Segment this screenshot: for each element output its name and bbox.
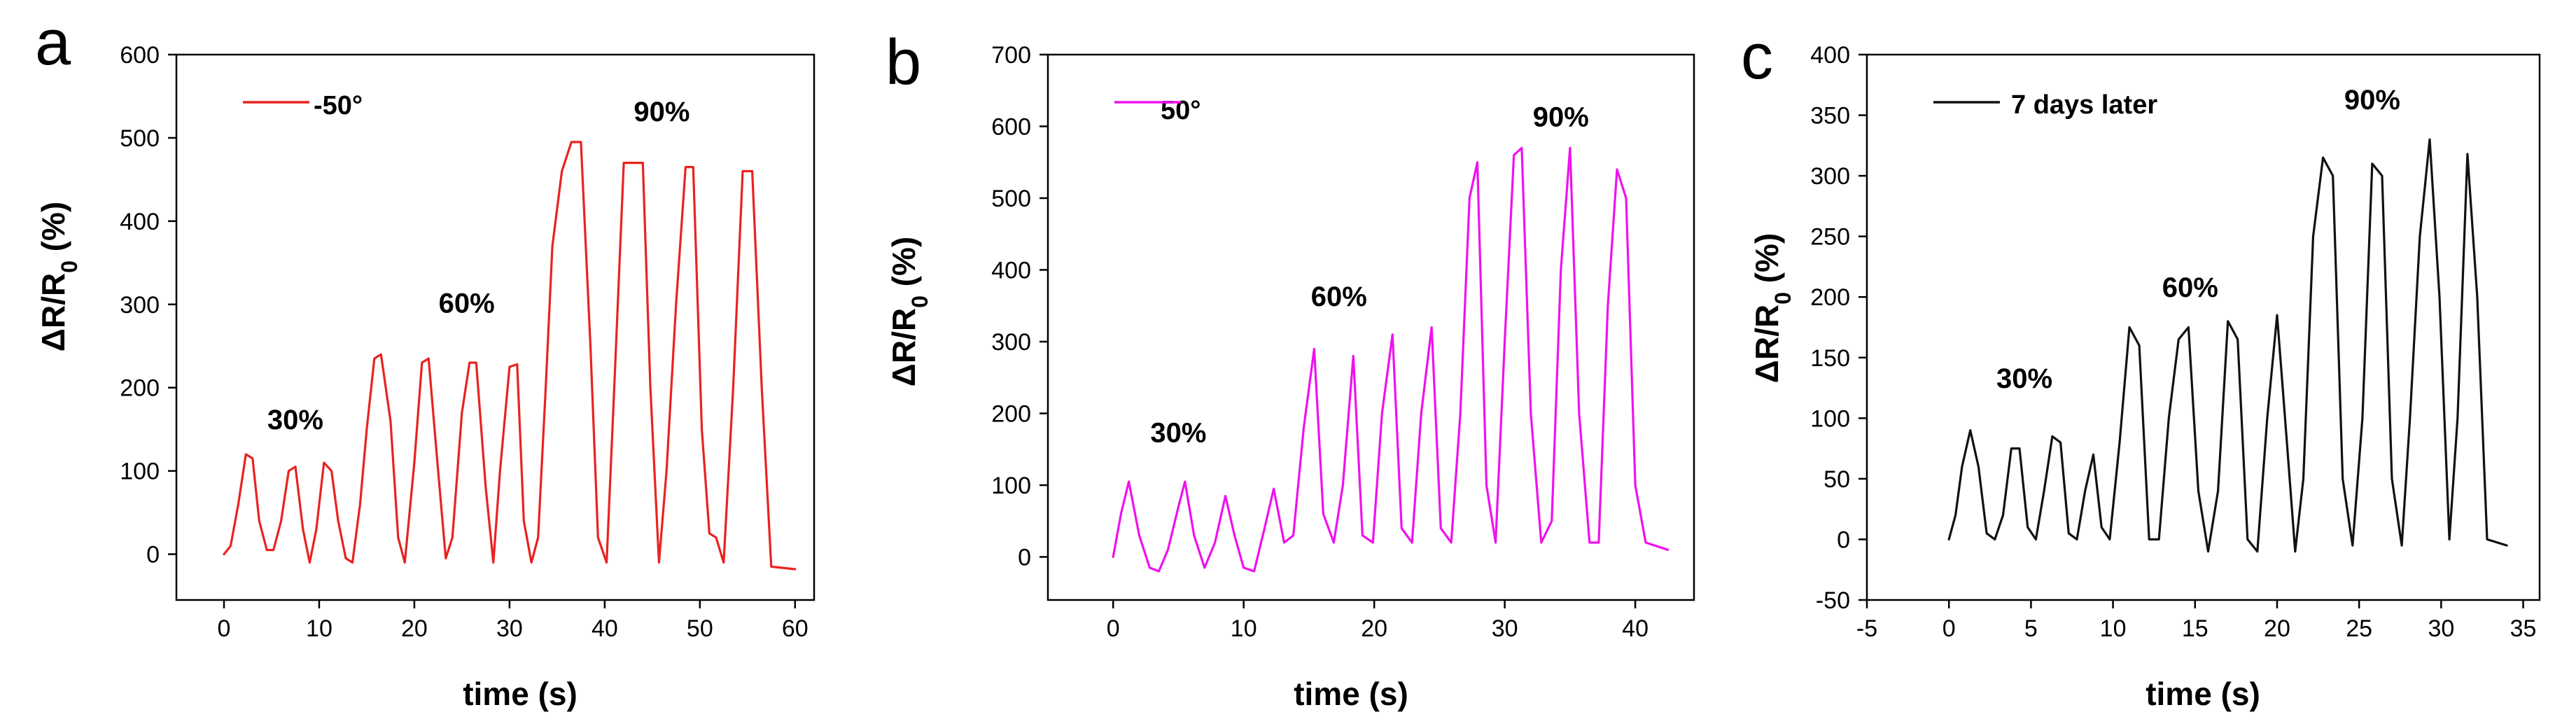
x-tick-label: 20	[401, 615, 428, 642]
annotation-label: 90%	[634, 97, 690, 127]
y-tick-label: 300	[991, 329, 1031, 356]
y-axis-title-main: ΔR/R	[35, 273, 71, 351]
x-tick-label: 0	[1107, 615, 1120, 642]
legend-label: -50°	[314, 91, 363, 120]
y-tick-label: 0	[1018, 545, 1031, 571]
y-axis-title: ΔR/R0 (%)	[35, 202, 82, 351]
x-tick-label: 35	[2510, 615, 2537, 642]
panel-letter: b	[886, 27, 921, 98]
y-axis-title: ΔR/R0 (%)	[886, 237, 932, 386]
annotation-label: 30%	[1996, 363, 2052, 394]
x-tick-label: 30	[496, 615, 523, 642]
panel-c: c 7 days later time (s) ΔR/R0 (%) -5 0 5 10…	[1741, 21, 2541, 712]
x-axis-title: time (s)	[1294, 676, 1408, 712]
series-line	[1947, 138, 2508, 553]
y-tick-label: 400	[991, 258, 1031, 284]
y-tick-label: 600	[120, 42, 160, 69]
y-tick-label: -50	[1816, 587, 1850, 614]
y-tick-label: 200	[120, 375, 160, 402]
y-tick-label: 500	[120, 125, 160, 152]
y-axis-title-unit: (%)	[886, 237, 922, 295]
annotation-label: 60%	[2162, 272, 2218, 303]
y-tick-label: 350	[1810, 103, 1850, 130]
x-tick-label: 15	[2182, 615, 2208, 642]
x-tick-label: 0	[1942, 615, 1956, 642]
x-tick-label: 0	[218, 615, 231, 642]
x-tick-label: 5	[2024, 615, 2038, 642]
x-tick-label: 20	[1361, 615, 1387, 642]
y-tick-label: 400	[1810, 42, 1850, 69]
plot-frame	[1046, 53, 1695, 601]
x-tick-label: 60	[782, 615, 808, 642]
y-tick-label: 0	[1837, 526, 1850, 553]
y-tick-label: 50	[1823, 466, 1850, 493]
y-axis-title-subscript: 0	[907, 295, 932, 308]
y-tick-label: 0	[146, 542, 160, 568]
panel-letter: c	[1741, 21, 1773, 92]
x-axis-title: time (s)	[463, 676, 578, 712]
x-tick-label: 10	[2100, 615, 2127, 642]
x-tick-label: 30	[1492, 615, 1518, 642]
x-tick-label: 10	[1231, 615, 1257, 642]
y-tick-label: 200	[1810, 284, 1850, 311]
x-tick-label: 50	[687, 615, 713, 642]
panel-a: a -50° time (s) ΔR/R0 (%) 0 10 20 30 40 50 600…	[35, 7, 816, 712]
x-tick-label: 25	[2346, 615, 2372, 642]
series-line	[1112, 146, 1670, 573]
legend-label: 7 days later	[2011, 90, 2157, 120]
legend-label: 50°	[1161, 96, 1200, 125]
x-tick-label: -5	[1856, 615, 1877, 642]
annotation-label: 60%	[439, 288, 495, 319]
y-tick-label: 700	[991, 42, 1031, 69]
panel-letter: a	[35, 7, 71, 78]
panel-b: b 50° time (s) ΔR/R0 (%) 0 10 20 30 40010020…	[886, 27, 1695, 712]
plot-frame	[1865, 53, 2541, 601]
y-axis-title: ΔR/R0 (%)	[1749, 233, 1795, 383]
x-tick-label: 40	[1622, 615, 1648, 642]
y-axis-title-unit: (%)	[35, 202, 71, 260]
y-axis-title-subscript: 0	[57, 260, 82, 273]
y-axis-title-main: ΔR/R	[886, 308, 922, 386]
y-axis-title-main: ΔR/R	[1749, 305, 1785, 383]
x-tick-label: 10	[306, 615, 332, 642]
annotation-label: 90%	[2344, 85, 2400, 116]
plot-frame	[175, 53, 816, 601]
annotation-label: 30%	[1150, 418, 1206, 449]
y-tick-label: 100	[120, 459, 160, 485]
y-tick-label: 600	[991, 114, 1031, 141]
y-tick-label: 300	[1810, 163, 1850, 190]
x-axis-title: time (s)	[2146, 676, 2260, 712]
y-tick-label: 300	[120, 292, 160, 319]
x-tick-label: 30	[2428, 615, 2454, 642]
y-axis-title-subscript: 0	[1770, 292, 1795, 305]
y-tick-label: 200	[991, 401, 1031, 428]
x-tick-label: 40	[592, 615, 618, 642]
annotation-label: 60%	[1311, 281, 1367, 312]
x-tick-label: 20	[2264, 615, 2290, 642]
y-tick-label: 400	[120, 209, 160, 235]
annotation-label: 90%	[1533, 102, 1589, 133]
y-tick-label: 250	[1810, 224, 1850, 251]
annotation-label: 30%	[267, 405, 323, 435]
y-tick-label: 500	[991, 186, 1031, 212]
y-axis-title-unit: (%)	[1749, 233, 1785, 292]
y-tick-label: 150	[1810, 345, 1850, 372]
y-tick-label: 100	[1810, 405, 1850, 432]
y-tick-label: 100	[991, 473, 1031, 499]
series-line	[223, 141, 797, 571]
